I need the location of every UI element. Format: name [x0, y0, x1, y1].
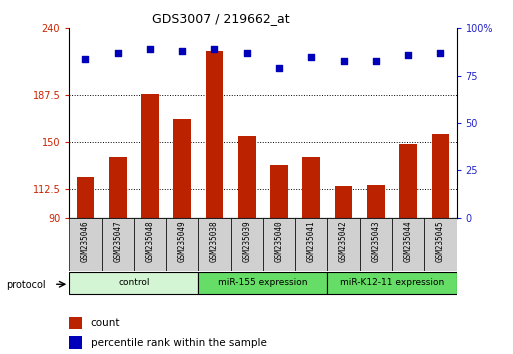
Text: GSM235040: GSM235040	[274, 220, 284, 262]
Text: GSM235041: GSM235041	[307, 220, 316, 262]
Bar	[173, 119, 191, 218]
Bar	[424, 218, 457, 271]
Bar	[367, 185, 385, 218]
Point	[210, 46, 219, 52]
Bar	[69, 316, 82, 329]
Text: GDS3007 / 219662_at: GDS3007 / 219662_at	[152, 12, 289, 25]
Text: percentile rank within the sample: percentile rank within the sample	[90, 337, 266, 348]
Bar	[327, 272, 457, 295]
Point	[113, 50, 122, 56]
Bar	[263, 218, 295, 271]
Point	[404, 52, 412, 58]
Bar	[134, 218, 166, 271]
Bar	[69, 272, 199, 295]
Text: GSM235047: GSM235047	[113, 220, 122, 262]
Point	[372, 58, 380, 63]
Point	[243, 50, 251, 56]
Text: GSM235048: GSM235048	[146, 220, 154, 262]
Bar	[102, 218, 134, 271]
Text: miR-K12-11 expression: miR-K12-11 expression	[340, 278, 444, 287]
Bar	[270, 165, 288, 218]
Bar	[76, 177, 94, 218]
Text: GSM235043: GSM235043	[371, 220, 380, 262]
Bar	[334, 186, 352, 218]
Point	[81, 56, 89, 62]
Text: control: control	[118, 278, 150, 287]
Bar	[166, 218, 199, 271]
Point	[275, 65, 283, 71]
Text: miR-155 expression: miR-155 expression	[218, 278, 308, 287]
Point	[340, 58, 348, 63]
Bar	[360, 218, 392, 271]
Bar	[399, 144, 417, 218]
Bar	[69, 336, 82, 349]
Bar	[199, 218, 231, 271]
Text: GSM235045: GSM235045	[436, 220, 445, 262]
Text: GSM235044: GSM235044	[404, 220, 412, 262]
Text: protocol: protocol	[6, 280, 46, 290]
Bar	[141, 94, 159, 218]
Bar	[199, 272, 327, 295]
Bar	[238, 136, 255, 218]
Bar	[392, 218, 424, 271]
Text: GSM235038: GSM235038	[210, 220, 219, 262]
Text: GSM235039: GSM235039	[242, 220, 251, 262]
Bar	[109, 157, 127, 218]
Bar	[69, 218, 102, 271]
Bar	[206, 51, 223, 218]
Bar	[231, 218, 263, 271]
Bar	[431, 135, 449, 218]
Point	[307, 54, 315, 59]
Bar	[327, 218, 360, 271]
Text: GSM235046: GSM235046	[81, 220, 90, 262]
Point	[178, 48, 186, 54]
Bar	[303, 157, 320, 218]
Bar	[295, 218, 327, 271]
Text: GSM235042: GSM235042	[339, 220, 348, 262]
Point	[437, 50, 445, 56]
Point	[146, 46, 154, 52]
Text: GSM235049: GSM235049	[177, 220, 187, 262]
Text: count: count	[90, 318, 120, 328]
